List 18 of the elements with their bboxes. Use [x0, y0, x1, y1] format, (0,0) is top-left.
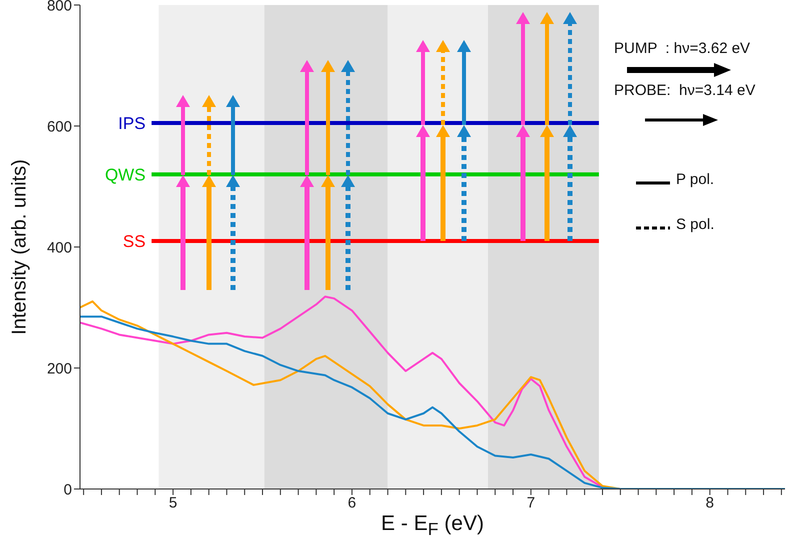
- y-tick-label: 0: [64, 481, 72, 498]
- x-tick-label: 5: [168, 494, 178, 512]
- x-axis-title: E - E$_{F}$ (eV): [380, 512, 485, 540]
- ref-line-label: SS: [122, 232, 146, 251]
- y-tick-label: 400: [46, 239, 72, 256]
- annotation: PUMP : hν=3.62 eV: [614, 40, 750, 57]
- x-tick-label: 7: [526, 494, 536, 512]
- ref-line-label: IPS: [118, 114, 146, 133]
- x-tick-label: 8: [706, 494, 714, 512]
- annotation: PROBE: hν=3.14 eV: [614, 82, 756, 99]
- y-tick-label: 600: [46, 118, 72, 136]
- annotation: P pol.: [676, 171, 714, 188]
- ref-line-label: QWS: [104, 165, 146, 184]
- x-tick-label: 6: [348, 494, 356, 512]
- y-tick-label: 800: [46, 0, 72, 14]
- y-axis-title: Intensity (arb. units): [8, 159, 32, 335]
- y-tick-label: 200: [46, 360, 72, 378]
- annotation: S pol.: [676, 216, 714, 233]
